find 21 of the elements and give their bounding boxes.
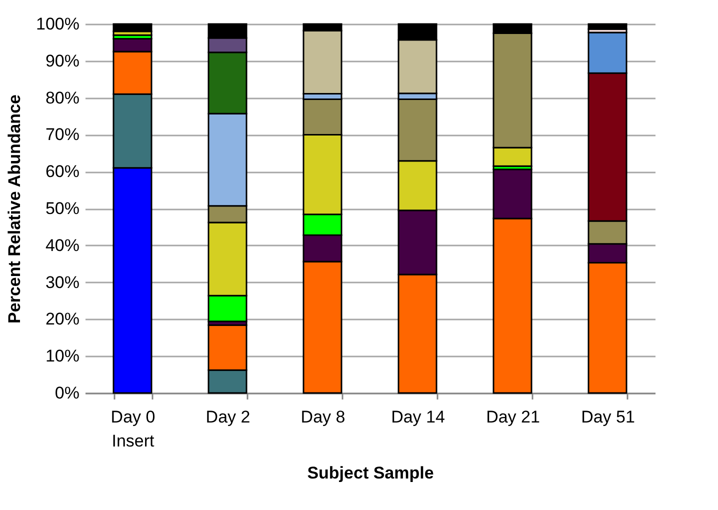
x-tick-label: Day 2 [206, 408, 250, 426]
x-tick-label: Day 21 [486, 408, 540, 426]
y-tick-label: 10% [45, 346, 80, 366]
x-axis-title: Subject Sample [307, 464, 434, 482]
bar [112, 23, 152, 32]
y-tick-label: 40% [45, 236, 80, 255]
y-tick-label: 100% [36, 14, 80, 34]
y-tick-label: 50% [45, 199, 80, 218]
x-tick-label: Day 14 [391, 408, 445, 426]
bar [588, 23, 628, 30]
x-tick-label: Day 51 [581, 408, 635, 426]
y-tick-label: 90% [45, 51, 80, 70]
y-tick-label: 0% [54, 384, 80, 402]
y-tick-label: 60% [45, 162, 80, 182]
y-tick-label: 30% [45, 272, 80, 292]
y-tick-label: 20% [45, 310, 80, 329]
y-tick-label: 70% [45, 125, 80, 144]
x-tick-label: Day 0 Insert [110, 408, 156, 450]
y-axis-title: Percent Relative Abundance [5, 94, 24, 324]
x-tick-label: Day 8 [300, 408, 346, 426]
y-tick-label: 80% [45, 88, 80, 108]
